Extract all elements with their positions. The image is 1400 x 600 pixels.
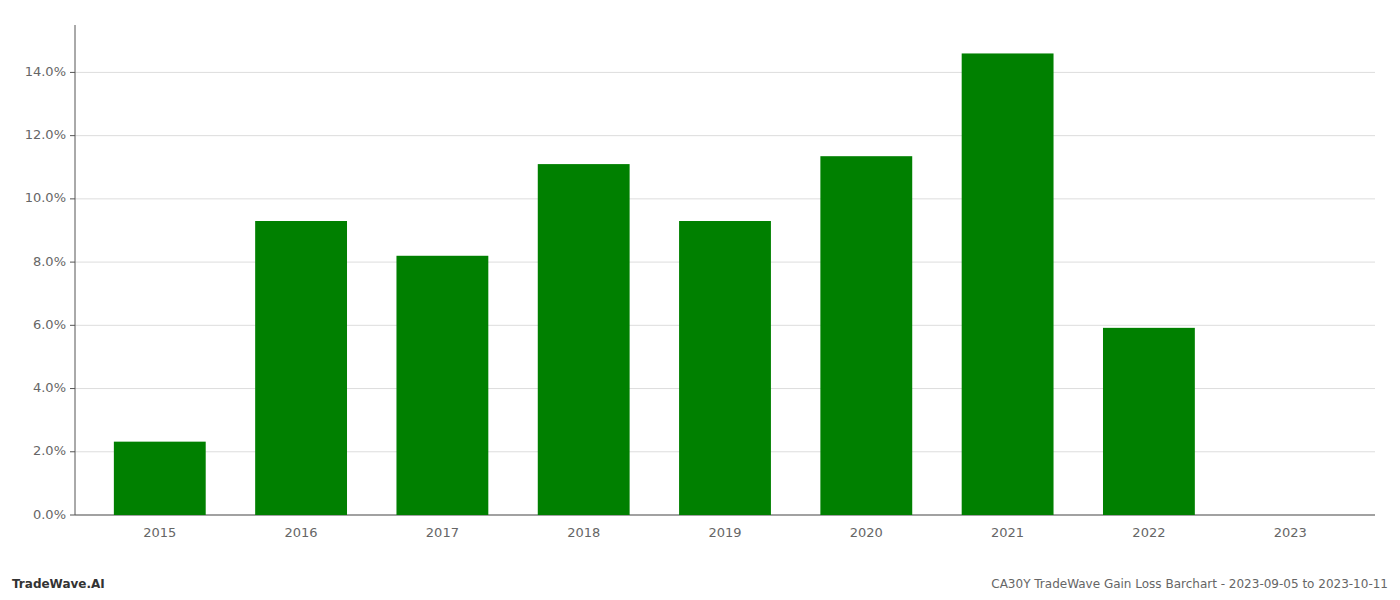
y-tick (70, 72, 75, 73)
y-tick-label: 0.0% (33, 507, 66, 522)
bar (114, 442, 206, 515)
y-tick (70, 198, 75, 199)
bar (538, 164, 630, 515)
y-tick-label: 2.0% (33, 443, 66, 458)
y-axis-line (75, 25, 76, 515)
y-tick-label: 4.0% (33, 380, 66, 395)
x-tick-label: 2018 (567, 525, 600, 540)
y-tick-label: 10.0% (25, 190, 66, 205)
x-tick-label: 2020 (850, 525, 883, 540)
grid (75, 72, 1375, 515)
page: {"chart_data": {"type": "bar", "categori… (0, 0, 1400, 600)
y-tick (70, 135, 75, 136)
bar (396, 256, 488, 515)
y-tick-label: 14.0% (25, 64, 66, 79)
bar (1244, 515, 1336, 516)
y-tick (70, 515, 75, 516)
y-tick (70, 325, 75, 326)
bar (962, 53, 1054, 515)
grid-line (75, 198, 1375, 199)
x-tick-label: 2015 (143, 525, 176, 540)
x-tick-label: 2016 (285, 525, 318, 540)
bar (255, 221, 347, 515)
bars (114, 53, 1195, 515)
y-tick-label: 6.0% (33, 317, 66, 332)
footer-left: TradeWave.AI (12, 577, 105, 591)
y-tick (70, 451, 75, 452)
x-tick-label: 2017 (426, 525, 459, 540)
bar (820, 156, 912, 515)
grid-line (75, 135, 1375, 136)
grid-line (75, 72, 1375, 73)
bar (1103, 328, 1195, 515)
y-tick-label: 12.0% (25, 127, 66, 142)
y-tick-label: 8.0% (33, 254, 66, 269)
footer: TradeWave.AI CA30Y TradeWave Gain Loss Ba… (12, 577, 1388, 591)
y-tick (70, 388, 75, 389)
y-tick (70, 262, 75, 263)
x-tick-label: 2022 (1132, 525, 1165, 540)
x-tick-label: 2019 (708, 525, 741, 540)
bar (679, 221, 771, 515)
x-tick-label: 2023 (1274, 525, 1307, 540)
axes: 0.0% 2.0% 4.0% 6.0% 8.0% 10.0% 12.0% 14.0% 2015 2… (25, 25, 1375, 540)
chart: 0.0% 2.0% 4.0% 6.0% 8.0% 10.0% 12.0% 14.0% 2015 2… (0, 0, 1400, 600)
x-tick-label: 2021 (991, 525, 1024, 540)
footer-right: CA30Y TradeWave Gain Loss Barchart - 202… (991, 577, 1388, 591)
